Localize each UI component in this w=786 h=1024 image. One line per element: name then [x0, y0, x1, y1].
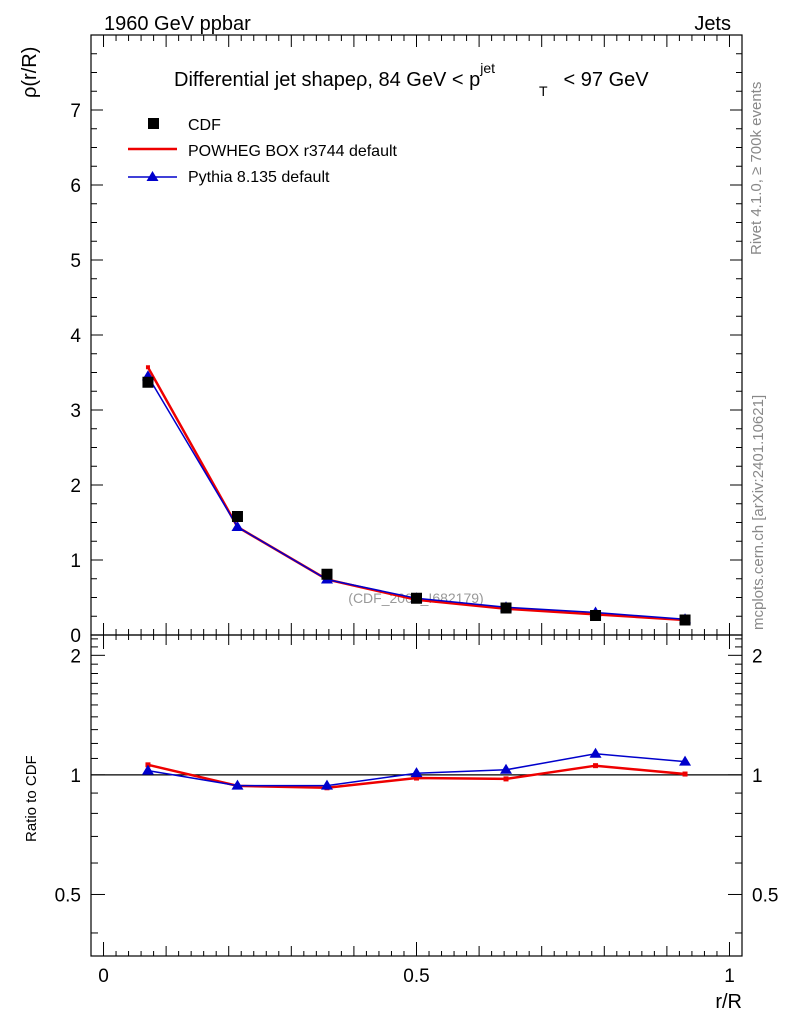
pythia-ratio-point [141, 764, 154, 775]
main-ytick-label: 4 [70, 326, 81, 347]
pythia-ratio-point [589, 747, 602, 758]
header-left: 1960 GeV ppbar [104, 13, 251, 35]
cdf-point [500, 602, 512, 614]
header-right: Jets [694, 13, 731, 35]
ratio-ytick-label-left: 1 [70, 766, 81, 787]
cdf-point [590, 610, 602, 621]
ratio-panel-frame [90, 634, 743, 957]
pythia-ratio-point [231, 779, 244, 790]
title-sub: T [539, 83, 548, 99]
main-ytick-label: 1 [70, 551, 81, 572]
pythia-ratio-point [679, 755, 692, 766]
pythia-ratio-point [500, 763, 513, 774]
legend-pythia-label: Pythia 8.135 default [188, 169, 330, 186]
ratio-ytick-label-left: 0.5 [55, 885, 81, 906]
powheg-ratio-point [414, 775, 419, 781]
rivet-label: Rivet 4.1.0, ≥ 700k events [748, 82, 765, 255]
title-rho: ρ [356, 69, 367, 91]
main-ytick-label: 2 [70, 476, 81, 497]
ratio-ticks: 0 0.5 1 0.5 0.5 1 1 2 2 [55, 635, 778, 987]
ratio-ytick-label-right: 1 [752, 766, 763, 787]
title-sup: jet [479, 60, 495, 76]
ratio-ytick-label-right: 0.5 [752, 885, 778, 906]
main-ylabel: ρ(r/R) [19, 47, 41, 98]
pythia-ratio-point [320, 779, 333, 790]
ratio-ylabel: Ratio to CDF [23, 755, 40, 842]
legend-powheg-label: POWHEG BOX r3744 default [188, 143, 398, 160]
main-series [141, 365, 692, 626]
cdf-point [231, 511, 243, 522]
ratio-ytick-label-left: 2 [70, 646, 81, 667]
ratio-series [91, 747, 742, 791]
powheg-ratio-point [682, 771, 688, 777]
main-ytick-label: 5 [70, 251, 81, 272]
mcplots-label: mcplots.cern.ch [arXiv:2401.10621] [750, 395, 767, 630]
legend-pythia-marker [146, 171, 159, 181]
main-ticks: 0 1 2 3 4 5 6 7 [70, 35, 742, 647]
cdf-point [142, 376, 154, 388]
cdf-point [679, 614, 691, 626]
powheg-ratio-point [593, 763, 599, 769]
ratio-ytick-label-right: 2 [752, 646, 763, 667]
powheg-ratio-point [503, 776, 509, 782]
title-mid: , 84 GeV < p [367, 69, 480, 91]
powheg-line [146, 366, 686, 622]
cdf-point [321, 568, 333, 580]
powheg-point [145, 365, 150, 370]
cdf-point [411, 592, 422, 604]
legend-cdf-label: CDF [188, 117, 221, 134]
main-title: Differential jet shapeρ, 84 GeV < pjetT … [174, 60, 649, 99]
xtick-label: 1 [724, 966, 735, 987]
main-ytick-label: 0 [70, 626, 81, 647]
xlabel: r/R [715, 991, 742, 1013]
main-ytick-label: 6 [70, 176, 81, 197]
xtick-label: 0.5 [403, 966, 429, 987]
main-ytick-label: 7 [70, 101, 81, 122]
xtick-label: 0 [98, 966, 109, 987]
legend: CDF POWHEG BOX r3744 default Pythia 8.13… [128, 117, 398, 186]
title-suffix: < 97 GeV [558, 69, 649, 91]
main-ytick-label: 3 [70, 401, 81, 422]
legend-cdf-marker [148, 118, 159, 129]
title-prefix: Differential jet shape [174, 69, 356, 91]
pythia-point [231, 521, 244, 531]
pythia-line [147, 375, 686, 621]
pythia-ratio-point [410, 767, 423, 778]
